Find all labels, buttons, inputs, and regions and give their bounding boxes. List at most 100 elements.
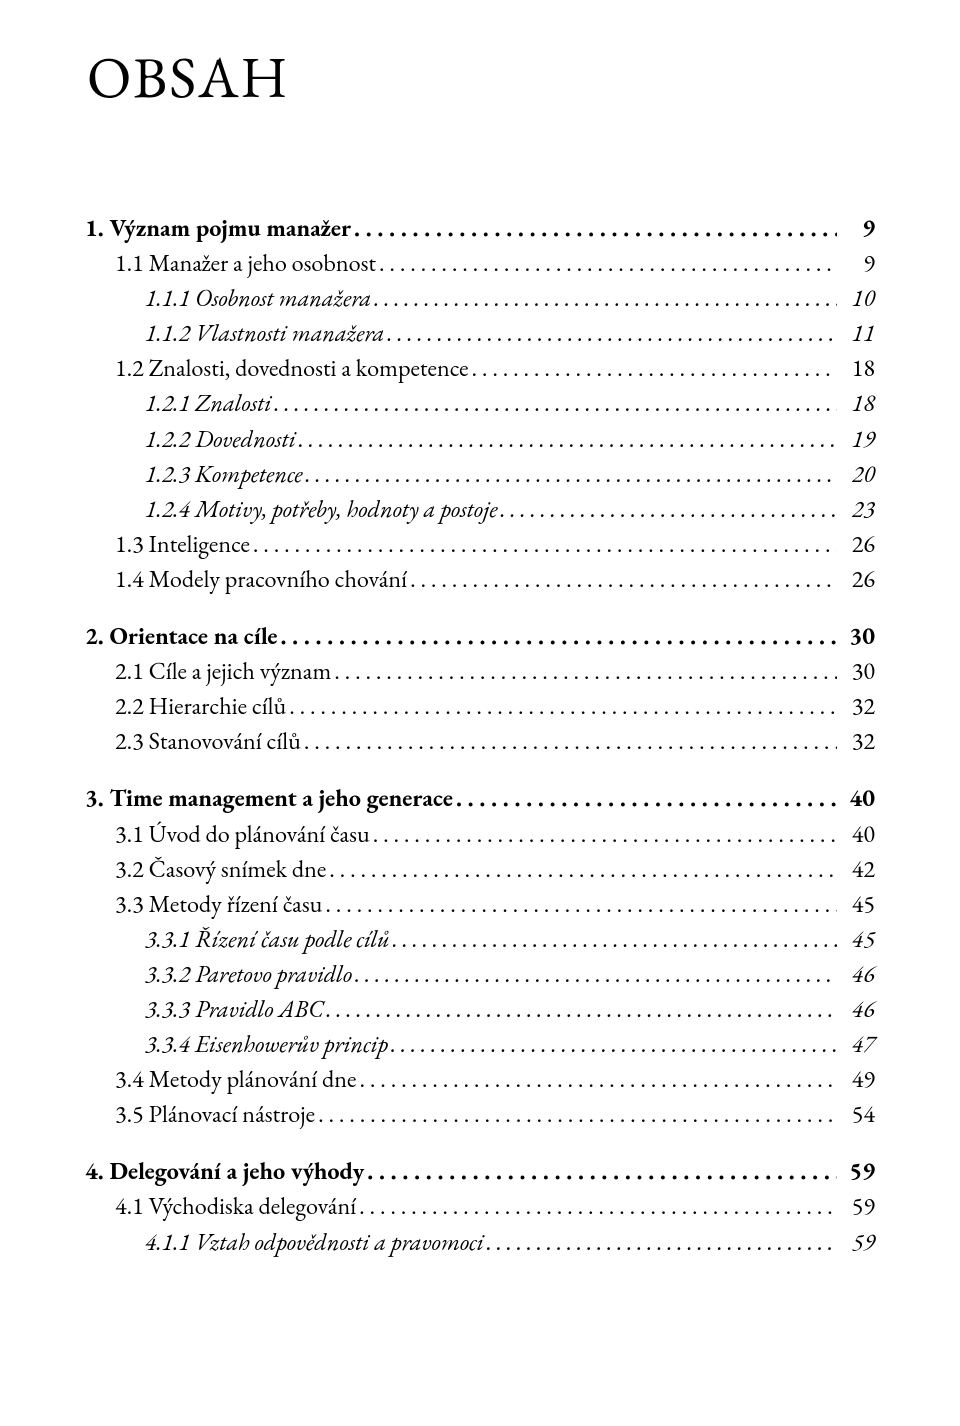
toc-dot-leader	[469, 351, 837, 386]
toc-entry: 1.2 Znalosti, dovednosti a kompetence18	[85, 351, 875, 386]
toc-dot-leader	[331, 654, 837, 689]
toc-entry: 3.3.2 Paretovo pravidlo 46	[85, 957, 875, 992]
toc-entry-label: 3. Time management a jeho generace	[85, 781, 453, 816]
toc-dot-leader	[390, 922, 837, 957]
toc-dot-leader	[357, 1062, 838, 1097]
section-gap	[85, 597, 875, 619]
toc-dot-leader	[326, 852, 837, 887]
toc-dot-leader	[286, 689, 837, 724]
toc-entry-label: 3.4 Metody plánování dne	[115, 1062, 357, 1097]
toc-entry-page: 40	[837, 817, 875, 852]
toc-entry-label: 2.2 Hierarchie cílů	[115, 689, 286, 724]
toc-entry-page: 46	[837, 992, 875, 1027]
toc-entry: 1.2.4 Motivy, potřeby, hodnoty a postoje…	[85, 492, 875, 527]
toc-entry: 1.2.1 Znalosti 18	[85, 386, 875, 421]
toc-entry: 3.3.1 Řízení času podle cílů 45	[85, 922, 875, 957]
toc-entry-page: 9	[837, 246, 875, 281]
toc-dot-leader	[303, 457, 837, 492]
toc-entry-label: 1.1 Manažer a jeho osobnost	[115, 246, 376, 281]
toc-entry-label: 2.1 Cíle a jejich význam	[115, 654, 331, 689]
toc-entry-page: 11	[837, 316, 875, 351]
toc-entry: 1.1.1 Osobnost manažera10	[85, 281, 875, 316]
toc-entry-label: 1.4 Modely pracovního chování	[115, 562, 407, 597]
toc-entry-label: 1.2.4 Motivy, potřeby, hodnoty a postoje	[145, 492, 498, 527]
toc-dot-leader	[315, 1097, 837, 1132]
toc-entry: 2.1 Cíle a jejich význam 30	[85, 654, 875, 689]
toc-entry-page: 59	[837, 1154, 875, 1189]
toc-entry-page: 49	[837, 1062, 875, 1097]
toc-entry: 3.1 Úvod do plánování času 40	[85, 817, 875, 852]
toc-dot-leader	[371, 281, 837, 316]
toc-entry: 1.1.2 Vlastnosti manažera 11	[85, 316, 875, 351]
toc-entry: 1.1 Manažer a jeho osobnost 9	[85, 246, 875, 281]
toc-entry: 2. Orientace na cíle 30	[85, 619, 875, 654]
toc-entry-label: 4.1.1 Vztah odpovědnosti a pravomoci	[145, 1225, 484, 1260]
toc-entry-label: 4. Delegování a jeho výhody	[85, 1154, 364, 1189]
toc-entry-page: 18	[837, 386, 875, 421]
toc-entry-page: 45	[837, 922, 875, 957]
toc-dot-leader	[323, 992, 837, 1027]
toc-entry: 3.3.3 Pravidlo ABC46	[85, 992, 875, 1027]
toc-dot-leader	[376, 246, 837, 281]
toc-entry-label: 1.1.2 Vlastnosti manažera	[145, 316, 385, 351]
toc-dot-leader	[351, 211, 837, 246]
toc-dot-leader	[407, 562, 837, 597]
toc-entry-page: 40	[837, 781, 875, 816]
toc-entry: 4.1.1 Vztah odpovědnosti a pravomoci 59	[85, 1225, 875, 1260]
toc-entry-label: 4.1 Východiska delegování	[115, 1189, 356, 1224]
toc-entry: 3.3.4 Eisenhowerův princip 47	[85, 1027, 875, 1062]
toc-entry-page: 59	[837, 1225, 875, 1260]
toc-entry-label: 3.3.1 Řízení času podle cílů	[145, 922, 390, 957]
toc-entry-label: 1.2 Znalosti, dovednosti a kompetence	[115, 351, 469, 386]
toc-entry: 1.2.3 Kompetence20	[85, 457, 875, 492]
toc-entry-label: 1.3 Inteligence	[115, 527, 250, 562]
toc-entry: 4.1 Východiska delegování 59	[85, 1189, 875, 1224]
toc-page: OBSAH 1. Význam pojmu manažer91.1 Manaže…	[0, 0, 960, 1426]
section-gap	[85, 1132, 875, 1154]
toc-entry-label: 3.3.2 Paretovo pravidlo	[145, 957, 352, 992]
toc-dot-leader	[356, 1189, 837, 1224]
toc-entry-page: 30	[837, 619, 875, 654]
toc-entry: 1.4 Modely pracovního chování26	[85, 562, 875, 597]
toc-entry: 1. Význam pojmu manažer 9	[85, 211, 875, 246]
toc-entry-label: 2.3 Stanovování cílů	[115, 724, 301, 759]
toc-entry-page: 32	[837, 724, 875, 759]
toc-entry-label: 1.2.3 Kompetence	[145, 457, 303, 492]
toc-entry-page: 32	[837, 689, 875, 724]
toc-entry: 4. Delegování a jeho výhody 59	[85, 1154, 875, 1189]
toc-dot-leader	[498, 492, 837, 527]
toc-entry: 3.5 Plánovací nástroje54	[85, 1097, 875, 1132]
toc-entry-page: 10	[837, 281, 875, 316]
toc-dot-leader	[250, 527, 837, 562]
toc-list: 1. Význam pojmu manažer91.1 Manažer a je…	[85, 211, 875, 1260]
toc-dot-leader	[385, 316, 837, 351]
toc-entry-label: 1. Význam pojmu manažer	[85, 211, 351, 246]
toc-entry-page: 46	[837, 957, 875, 992]
toc-entry-label: 3.3 Metody řízení času	[115, 887, 322, 922]
toc-entry-label: 3.2 Časový snímek dne	[115, 852, 326, 887]
toc-entry-page: 9	[837, 211, 875, 246]
toc-entry-page: 47	[837, 1027, 875, 1062]
toc-entry: 3. Time management a jeho generace 40	[85, 781, 875, 816]
toc-dot-leader	[484, 1225, 837, 1260]
toc-entry-page: 26	[837, 527, 875, 562]
toc-entry: 1.3 Inteligence 26	[85, 527, 875, 562]
toc-entry-page: 59	[837, 1189, 875, 1224]
toc-entry-page: 30	[837, 654, 875, 689]
toc-entry: 2.3 Stanovování cílů 32	[85, 724, 875, 759]
toc-entry-label: 1.2.1 Znalosti	[145, 386, 272, 421]
toc-entry-label: 2. Orientace na cíle	[85, 619, 277, 654]
toc-entry: 2.2 Hierarchie cílů 32	[85, 689, 875, 724]
toc-dot-leader	[296, 422, 837, 457]
toc-dot-leader	[370, 817, 837, 852]
toc-entry: 1.2.2 Dovednosti19	[85, 422, 875, 457]
toc-entry: 3.3 Metody řízení času45	[85, 887, 875, 922]
toc-entry-page: 19	[837, 422, 875, 457]
toc-dot-leader	[352, 957, 837, 992]
toc-dot-leader	[388, 1027, 837, 1062]
toc-entry-label: 3.3.4 Eisenhowerův princip	[145, 1027, 388, 1062]
section-gap	[85, 759, 875, 781]
toc-entry-label: 3.5 Plánovací nástroje	[115, 1097, 315, 1132]
toc-entry-label: 3.1 Úvod do plánování času	[115, 817, 370, 852]
toc-dot-leader	[364, 1154, 837, 1189]
